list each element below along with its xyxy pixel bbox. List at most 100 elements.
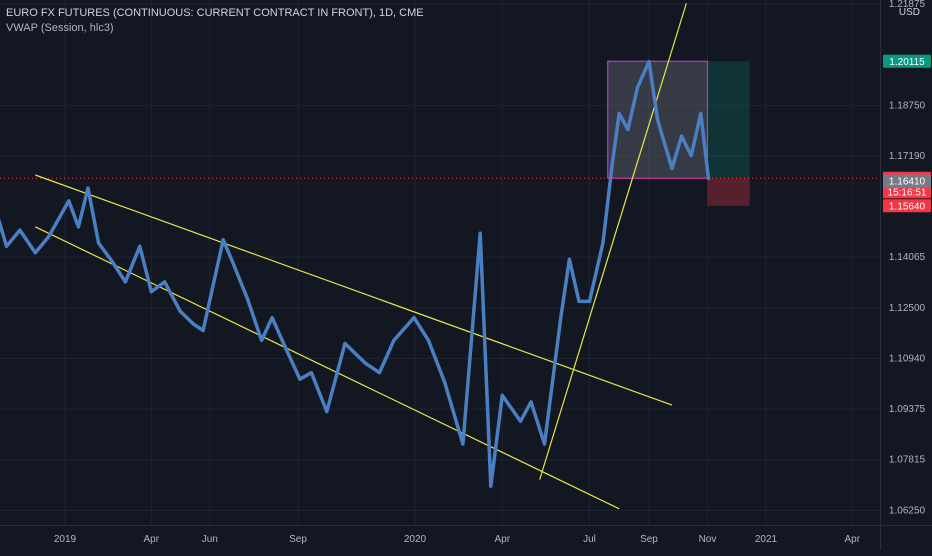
time-tick-label: 2019 [54,534,77,545]
price-point [33,251,37,255]
price-point [518,419,523,423]
price-tick-label: 1.07815 [889,455,926,466]
time-tick-label: 2021 [755,534,778,545]
time-tick-label: Apr [844,534,860,545]
trendline[interactable] [539,3,687,480]
trendline[interactable] [35,174,673,406]
price-point [679,134,684,138]
price-point [163,280,167,284]
chart-plot-area[interactable] [0,0,880,525]
price-point [4,244,9,248]
time-tick-label: Apr [494,534,510,545]
price-tick-label: 1.21875 [889,0,926,10]
price-point [461,442,465,446]
price-point [284,348,289,352]
price-tick-label: 1.14065 [889,252,926,263]
price-point [245,296,249,300]
price-tick-label: 1.10940 [889,353,926,364]
price-point [478,231,482,235]
price-point [392,338,396,342]
price-point [601,241,605,245]
loss-zone[interactable] [707,178,750,206]
price-point [343,341,347,346]
price-point [231,260,235,265]
price-tag-label: 1.15640 [889,201,926,212]
price-tag: 15:16:51 [883,185,931,199]
price-point [138,244,142,248]
time-tick-label: Sep [289,534,307,545]
price-tag-label: 1.20115 [889,57,925,68]
price-point [377,371,382,375]
price-point [500,393,504,397]
price-point [489,484,493,488]
price-point [123,280,128,284]
price-point [542,442,547,446]
price-tag-label: 15:16:51 [888,187,927,198]
price-point [635,85,640,90]
chart-header: EURO FX FUTURES (CONTINUOUS: CURRENT CON… [6,6,424,36]
price-tick-label: 1.17190 [889,151,926,162]
price-point [610,160,615,164]
price-point [191,322,196,326]
price-point [567,257,571,261]
price-point [626,128,630,132]
price-point [412,315,416,320]
price-point [270,315,274,320]
time-tick-label: Apr [144,534,160,545]
price-axis[interactable]: USD 1.21875 1.18750 1.17190 1.14065 1.12500 1… [880,0,932,525]
price-point [577,299,581,303]
time-tick-label: Sep [640,534,658,545]
price-tag-bg [883,185,931,199]
price-point [443,380,447,385]
price-tag-bg [883,199,931,213]
price-point [201,328,205,333]
time-tick-label: Nov [699,534,717,545]
price-point [86,186,90,190]
price-point [111,260,115,265]
time-axis[interactable]: 2019 Apr Jun Sep 2020 Apr Jul Sep Nov 2021 Apr [0,525,880,550]
time-tick-label: Jul [583,534,596,545]
price-point [689,153,693,158]
price-tick-label: 1.12500 [889,303,926,314]
price-point [363,361,367,365]
time-tick-label: Jun [202,534,218,545]
price-tick-label: 1.06250 [889,505,926,516]
price-point [325,409,329,414]
price-point [96,241,101,245]
price-point [47,234,51,239]
price-point [298,377,302,381]
price-tag-bg [883,174,931,188]
price-tag-bg [883,54,931,68]
price-point [706,176,711,180]
price-tag: 1.20115 [883,54,931,68]
indicator-legend[interactable]: VWAP (Session, hlc3) [6,22,114,34]
price-point [149,290,153,294]
price-point [76,225,81,229]
price-point [670,166,674,171]
trendline[interactable] [35,226,620,510]
price-point [259,338,264,342]
profit-zone[interactable] [707,61,750,179]
currency-label: USD [898,7,920,18]
price-point [656,118,660,122]
price-tick-label: 1.18750 [889,100,926,111]
price-point [309,371,314,375]
price-point [67,199,71,203]
price-point [178,309,182,313]
price-point [426,338,431,342]
price-tick-label: 1.09375 [889,404,926,415]
price-tag: 1.16410 [883,174,931,188]
chart-title: EURO FX FUTURES (CONTINUOUS: CURRENT CON… [6,7,424,19]
price-tag-label: 1.16410 [889,177,926,188]
price-point [587,299,592,303]
price-point [221,238,225,242]
axis-corner [880,525,932,550]
price-point [617,111,621,116]
price-tag: 1.15640 [883,199,931,213]
time-tick-label: 2020 [404,534,427,545]
price-point [559,315,563,320]
price-point [699,111,703,116]
price-point [647,59,651,64]
price-point [529,400,533,404]
price-point [18,228,22,232]
